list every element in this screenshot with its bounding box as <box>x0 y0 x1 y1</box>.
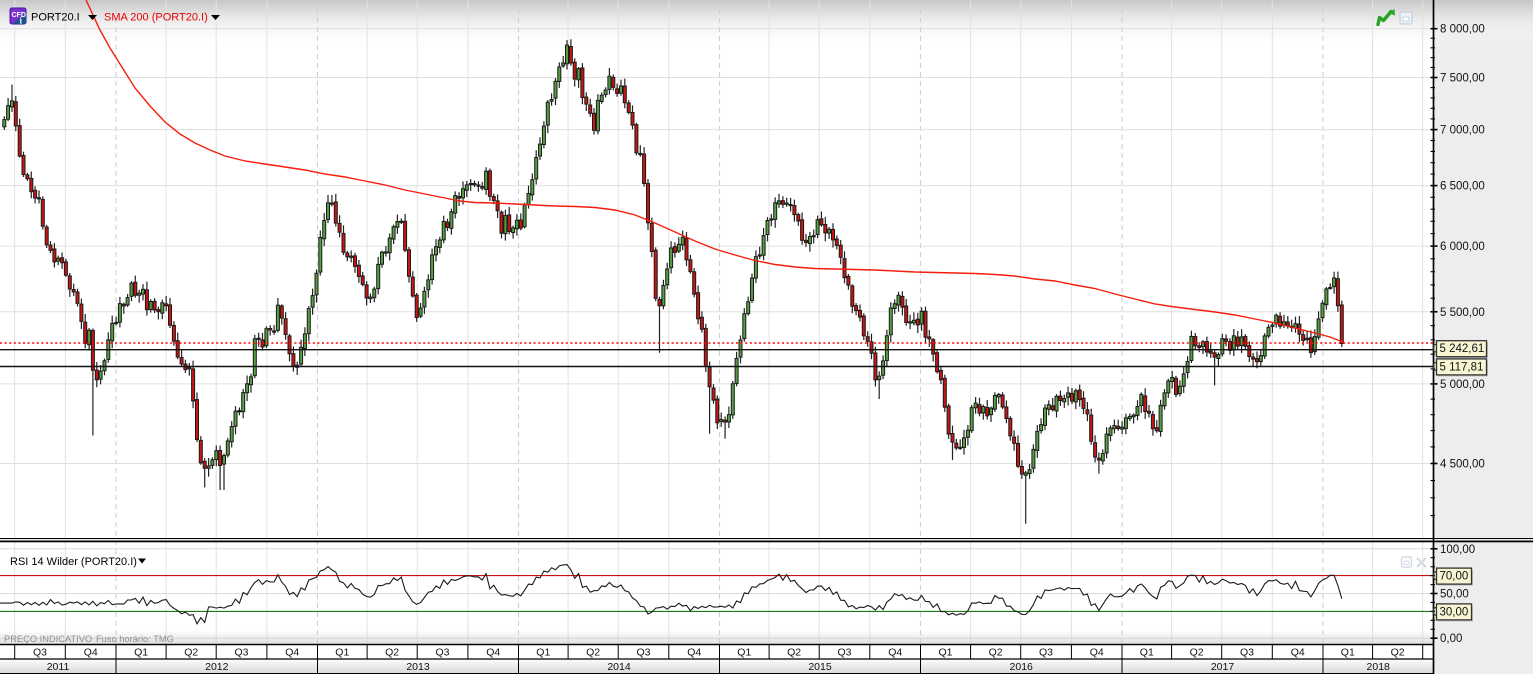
svg-text:Fuso horário: TMG: Fuso horário: TMG <box>96 634 174 644</box>
svg-text:70,00: 70,00 <box>1440 571 1469 583</box>
svg-text:Q4: Q4 <box>84 647 98 659</box>
svg-text:Q2: Q2 <box>184 647 198 659</box>
svg-text:100,00: 100,00 <box>1440 544 1475 556</box>
svg-text:2014: 2014 <box>607 661 631 673</box>
svg-text:2016: 2016 <box>1010 661 1034 673</box>
svg-text:Q4: Q4 <box>1090 647 1104 659</box>
svg-text:50,00: 50,00 <box>1440 589 1469 601</box>
svg-text:Q3: Q3 <box>234 647 248 659</box>
svg-text:Q3: Q3 <box>1039 647 1053 659</box>
svg-text:Q3: Q3 <box>435 647 449 659</box>
svg-text:2017: 2017 <box>1211 661 1235 673</box>
svg-text:Q1: Q1 <box>536 647 550 659</box>
svg-text:Q1: Q1 <box>134 647 148 659</box>
svg-text:Q4: Q4 <box>285 647 299 659</box>
svg-text:5 000,00: 5 000,00 <box>1440 379 1485 391</box>
svg-text:Q4: Q4 <box>687 647 701 659</box>
svg-text:7 000,00: 7 000,00 <box>1440 125 1485 137</box>
svg-text:6 000,00: 6 000,00 <box>1440 241 1485 253</box>
svg-text:Q2: Q2 <box>385 647 399 659</box>
svg-text:Q2: Q2 <box>1190 647 1204 659</box>
svg-text:8 000,00: 8 000,00 <box>1440 24 1485 36</box>
svg-text:2018: 2018 <box>1367 661 1391 673</box>
svg-text:Q2: Q2 <box>1391 647 1405 659</box>
svg-text:Q3: Q3 <box>1240 647 1254 659</box>
svg-text:Q1: Q1 <box>1341 647 1355 659</box>
svg-text:Q3: Q3 <box>33 647 47 659</box>
svg-text:CFD: CFD <box>12 12 26 19</box>
svg-text:Q4: Q4 <box>1291 647 1305 659</box>
svg-text:2015: 2015 <box>808 661 832 673</box>
svg-text:Q1: Q1 <box>335 647 349 659</box>
svg-text:2011: 2011 <box>47 661 70 673</box>
svg-text:PORT20.I: PORT20.I <box>31 12 80 24</box>
svg-text:Q4: Q4 <box>486 647 500 659</box>
svg-text:6 500,00: 6 500,00 <box>1440 181 1485 193</box>
svg-text:Q1: Q1 <box>737 647 751 659</box>
svg-text:7 500,00: 7 500,00 <box>1440 73 1485 85</box>
svg-text:Q2: Q2 <box>586 647 600 659</box>
svg-text:2012: 2012 <box>205 661 229 673</box>
svg-text:PREÇO INDICATIVO: PREÇO INDICATIVO <box>4 634 92 644</box>
svg-text:Q1: Q1 <box>938 647 952 659</box>
svg-text:0,00: 0,00 <box>1440 633 1462 645</box>
svg-text:5 242,61: 5 242,61 <box>1440 343 1485 355</box>
svg-text:Q3: Q3 <box>837 647 851 659</box>
svg-text:4 500,00: 4 500,00 <box>1440 459 1485 471</box>
svg-text:Q3: Q3 <box>636 647 650 659</box>
svg-text:Q2: Q2 <box>989 647 1003 659</box>
svg-text:5 117,81: 5 117,81 <box>1440 361 1484 373</box>
svg-text:30,00: 30,00 <box>1440 606 1469 618</box>
svg-text:RSI 14 Wilder (PORT20.I): RSI 14 Wilder (PORT20.I) <box>10 556 137 568</box>
svg-text:Q2: Q2 <box>787 647 801 659</box>
svg-text:SMA 200 (PORT20.I): SMA 200 (PORT20.I) <box>104 12 208 24</box>
svg-text:Q1: Q1 <box>1140 647 1154 659</box>
svg-text:2013: 2013 <box>406 661 430 673</box>
svg-text:5 500,00: 5 500,00 <box>1440 307 1485 319</box>
svg-text:Q4: Q4 <box>888 647 902 659</box>
svg-text:i: i <box>20 16 23 26</box>
